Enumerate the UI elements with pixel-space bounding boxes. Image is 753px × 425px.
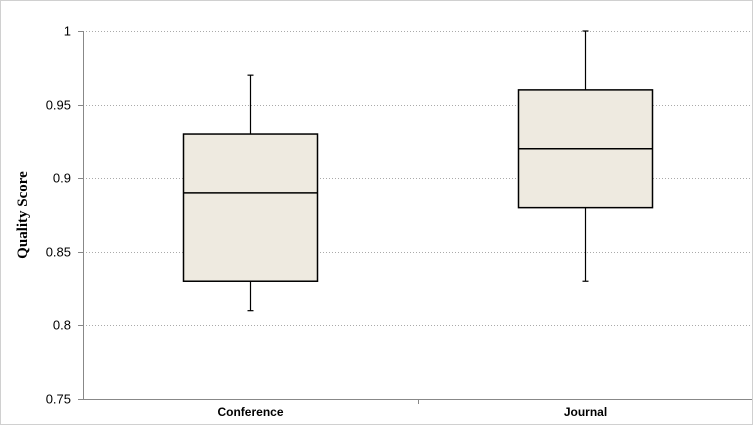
y-tick-label: 0.95 — [46, 98, 71, 113]
y-axis-label: Quality Score — [15, 171, 31, 259]
label-layer: 0.75 0.8 0.85 0.9 0.95 1 Conference Journal — [46, 24, 607, 420]
box-journal — [517, 30, 654, 282]
axis-layer — [78, 31, 752, 404]
y-tick-label: 0.9 — [53, 171, 71, 186]
y-tick-label: 0.75 — [46, 392, 71, 407]
y-tick-label: 1 — [64, 24, 71, 39]
iqr-box — [182, 133, 319, 282]
y-tick-label: 0.85 — [46, 245, 71, 260]
x-category-label: Journal — [564, 405, 607, 419]
box-conference — [182, 74, 319, 312]
x-category-label: Conference — [217, 405, 283, 419]
box-layer — [182, 30, 654, 312]
y-tick-label: 0.8 — [53, 318, 71, 333]
